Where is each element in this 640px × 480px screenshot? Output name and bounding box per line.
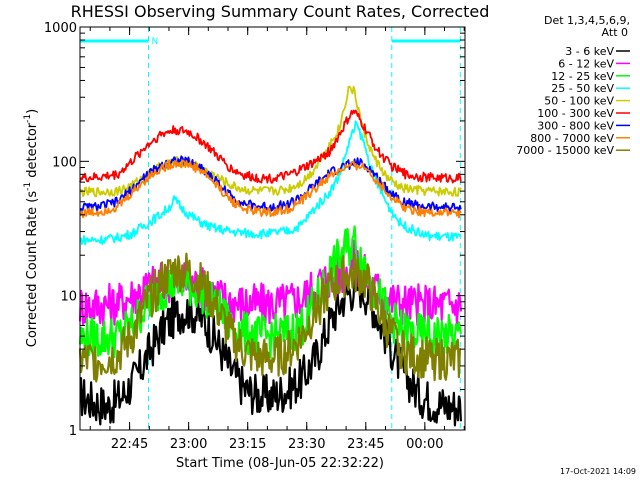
y-tick-label: 10 (60, 290, 77, 305)
x-tick-label: 22:45 (111, 437, 148, 452)
series-line (79, 109, 462, 184)
x-axis-label: Start Time (08-Jun-05 22:32:22) (176, 456, 384, 471)
legend-label: 7000 - 15000 keV (516, 144, 614, 157)
series-line (78, 225, 462, 360)
x-tick-label: 00:00 (406, 437, 443, 452)
night-markers: N (80, 27, 461, 430)
series-line (79, 120, 462, 246)
legend-label: 800 - 7000 keV (530, 132, 614, 145)
legend-label: 300 - 800 keV (537, 119, 614, 132)
generation-timestamp: 17-Oct-2021 14:09 (560, 467, 636, 476)
series-line (79, 85, 462, 198)
legend-header-line: Det 1,3,4,5,6,9, (544, 14, 630, 27)
y-axis-label-sup2: -1 (23, 114, 33, 123)
y-axis-label-sup1: -1 (23, 182, 33, 191)
x-tick-label: 23:15 (229, 437, 266, 452)
series-line (78, 252, 461, 383)
x-tick-label: 23:30 (288, 437, 325, 452)
plot-frame (79, 26, 466, 431)
axes: 22:45 23:00 23:15 23:30 23:45 00:00 1 10 100 1000 (44, 21, 465, 452)
series-lines (78, 85, 462, 427)
y-axis-label: Corrected Count Rate (s-1 detector-1) (23, 109, 40, 347)
night-label: N (151, 37, 158, 47)
legend-label: 25 - 50 keV (551, 82, 614, 95)
x-tick-label: 23:45 (347, 437, 384, 452)
legend-label: 50 - 100 keV (544, 95, 614, 108)
legend-label: 6 - 12 keV (558, 57, 614, 70)
y-tick-label: 1 (69, 424, 77, 439)
y-tick-label: 100 (52, 155, 77, 170)
series-line (79, 159, 462, 219)
y-axis-label-suffix: ) (25, 109, 40, 114)
x-tick-label: 23:00 (170, 437, 207, 452)
chart-title: RHESSI Observing Summary Count Rates, Co… (71, 2, 490, 21)
legend-label: 12 - 25 keV (551, 70, 614, 83)
y-axis-label-mid: detector (25, 122, 40, 182)
y-axis-label-prefix: Corrected Count Rate (s (25, 191, 40, 348)
legend-label: 3 - 6 keV (565, 45, 614, 58)
series-line (78, 239, 462, 328)
y-tick-label: 1000 (44, 21, 77, 36)
series-line (79, 269, 462, 427)
legend-header-line: Att 0 (602, 26, 628, 39)
legend-label: 100 - 300 keV (537, 107, 614, 120)
